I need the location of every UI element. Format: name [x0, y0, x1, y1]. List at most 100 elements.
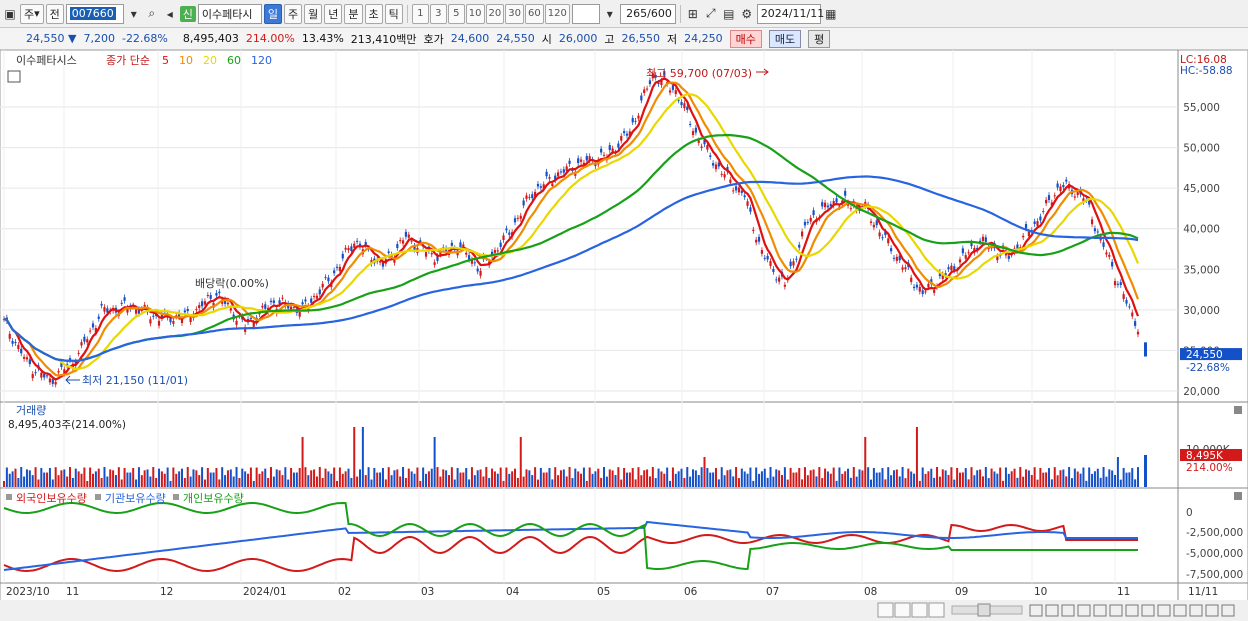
stock-name-field[interactable]: 이수페타시 [197, 3, 262, 24]
search-icon[interactable]: ⌕ [148, 6, 156, 20]
panel-close-icon[interactable] [1234, 492, 1242, 500]
chart-tool-icon[interactable] [1077, 604, 1091, 617]
data-count-input[interactable]: 265/600 [619, 3, 676, 24]
chart-tool-icon[interactable] [1093, 604, 1107, 617]
scroll-control-button[interactable] [877, 602, 894, 618]
period-button[interactable]: 월 [304, 3, 323, 24]
period-button[interactable]: 분 [344, 3, 363, 24]
interval-button[interactable]: 30 [505, 3, 524, 24]
candle-body [823, 202, 827, 208]
candle-body [821, 202, 824, 207]
volume-bar [315, 476, 318, 487]
candle-body [20, 348, 23, 354]
volume-bar [264, 468, 267, 487]
settings-icon[interactable]: ⚙ [741, 6, 753, 21]
volume-bar [892, 470, 895, 487]
chart-tool-icon[interactable] [1205, 604, 1219, 617]
interval-button[interactable]: 5 [447, 3, 465, 24]
zoom-icon[interactable]: ⊞ [687, 6, 698, 21]
candle-body [86, 339, 89, 343]
candle-body [505, 228, 508, 231]
volume-bar [841, 473, 844, 487]
volume-bar [290, 467, 293, 487]
interval-button[interactable]: 1 [411, 3, 429, 24]
grid-toggle-icon[interactable] [7, 70, 21, 83]
stock-code-input[interactable]: 007660 [65, 3, 124, 24]
chart-tool-icon[interactable] [1157, 604, 1171, 617]
chart-tool-icon[interactable] [1141, 604, 1155, 617]
candle-body [338, 266, 341, 272]
period-button[interactable]: 초 [364, 3, 383, 24]
volume-bar [763, 468, 766, 487]
candle-body [1111, 261, 1114, 267]
volume-bar [686, 467, 689, 487]
interval-button[interactable]: 10 [465, 3, 485, 24]
interval-button[interactable]: 3 [429, 3, 447, 24]
candle-body [565, 166, 568, 172]
market-select[interactable]: 주 ▾ [20, 3, 44, 24]
custom-interval-input[interactable] [571, 3, 600, 24]
save-icon[interactable]: ▤ [723, 6, 735, 21]
volume-bar [766, 477, 769, 487]
period-button[interactable]: 틱 [384, 3, 403, 24]
panel-close-icon[interactable] [1234, 406, 1242, 414]
date-input[interactable]: 2024/11/11 [756, 3, 824, 24]
scroll-control-button[interactable] [894, 602, 911, 618]
candle-body [981, 236, 985, 242]
dropdown-icon[interactable]: ▾ [130, 6, 137, 21]
period-button[interactable]: 년 [324, 3, 343, 24]
interval-button[interactable]: 60 [524, 3, 544, 24]
draw-tool-icon[interactable]: ⤢ [706, 6, 716, 20]
chart-tool-icon[interactable] [1125, 604, 1139, 617]
volume-bar [1068, 467, 1071, 487]
volume-bar [275, 469, 278, 487]
chart-tool-icon[interactable] [1189, 604, 1203, 617]
mode-select[interactable]: 전 [45, 3, 64, 24]
candle-body [763, 257, 766, 259]
current-pct-label: -22.68% [1186, 362, 1230, 374]
chart-tool-icon[interactable] [1109, 604, 1123, 617]
volume-bar [514, 468, 517, 487]
volume-bar [499, 467, 502, 487]
chart-tool-icon[interactable] [1045, 604, 1059, 617]
chart-tool-icon[interactable] [1221, 604, 1235, 617]
average-button[interactable]: 평 [808, 29, 831, 48]
window-icon[interactable]: ▣ [4, 6, 16, 21]
candle-body [783, 284, 786, 287]
ma-line-10 [3, 81, 1140, 377]
volume-bar [488, 478, 491, 487]
candle-body [950, 265, 953, 271]
chart-tool-icon[interactable] [1029, 604, 1043, 617]
scroll-control-button[interactable] [928, 602, 945, 618]
chart-tool-icon[interactable] [1061, 604, 1075, 617]
x-tick-label: 11/11 [1188, 586, 1218, 598]
interval-button[interactable]: 20 [485, 3, 505, 24]
volume-bar [1013, 468, 1016, 487]
scroll-thumb[interactable] [977, 603, 991, 617]
volume-bar [999, 467, 1002, 487]
volume-bar [1079, 473, 1082, 487]
buy-button[interactable]: 매수 [729, 29, 762, 48]
period-button[interactable]: 주 [284, 3, 303, 24]
sell-button[interactable]: 매도 [768, 29, 802, 48]
stock-chart[interactable]: 55,00050,00045,00040,00035,00030,00025,0… [0, 50, 1248, 621]
chevron-down-icon[interactable]: ▾ [606, 6, 613, 21]
candle-body [941, 274, 944, 279]
speaker-icon[interactable]: ◂ [166, 6, 173, 21]
volume-bar [786, 479, 789, 487]
chart-tool-icon[interactable] [1173, 604, 1187, 617]
volume-bar [536, 479, 539, 487]
volume-bar [40, 467, 43, 487]
volume-bar [298, 468, 301, 487]
candle-body [261, 305, 264, 308]
volume-bar [1070, 478, 1073, 487]
interval-button[interactable]: 120 [544, 3, 570, 24]
scroll-control-button[interactable] [911, 602, 928, 618]
calendar-icon[interactable]: ▦ [825, 6, 837, 21]
period-button[interactable]: 일 [263, 3, 283, 24]
volume-bar [887, 467, 890, 487]
volume-bar [384, 479, 387, 487]
volume-bar [712, 472, 715, 487]
volume-bar [419, 480, 422, 487]
volume-bar [350, 477, 353, 487]
